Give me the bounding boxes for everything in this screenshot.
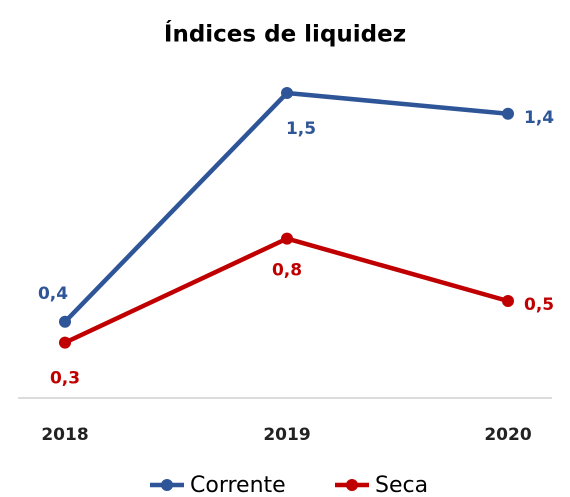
data-label: 0,5 [524, 295, 554, 315]
point [281, 232, 293, 245]
point [59, 336, 71, 349]
point [59, 315, 71, 328]
point [502, 107, 514, 120]
data-label: 1,5 [286, 119, 316, 139]
point [281, 87, 293, 99]
data-label: 0,4 [38, 284, 68, 304]
legend-label: Seca [375, 473, 428, 497]
legend-label: Corrente [190, 473, 286, 497]
data-label: 0,8 [272, 261, 302, 281]
x-tick-label: 2019 [263, 425, 310, 445]
legend-marker [346, 479, 358, 491]
point [502, 295, 514, 307]
x-tick-label: 2018 [41, 425, 88, 445]
data-label: 1,4 [524, 108, 554, 128]
data-label: 0,3 [50, 369, 80, 389]
chart-title: Índices de liquidez [164, 20, 406, 48]
legend-marker [161, 479, 173, 491]
x-tick-label: 2020 [484, 425, 531, 445]
